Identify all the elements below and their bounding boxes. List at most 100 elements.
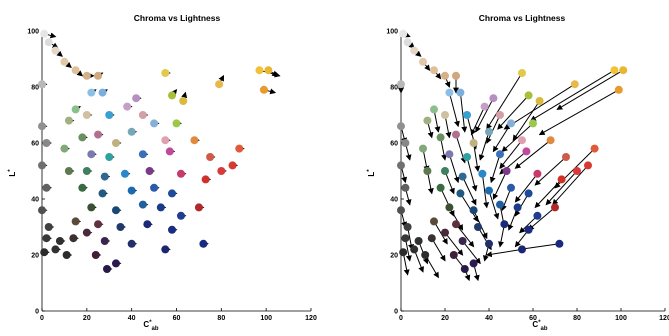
displacement-arrow	[501, 123, 534, 153]
x-tick-label: 100	[260, 315, 272, 322]
data-point	[42, 234, 51, 243]
y-tick-label: 40	[31, 197, 39, 204]
data-point	[40, 29, 49, 38]
data-point	[199, 239, 208, 248]
data-point	[518, 245, 526, 254]
left-chart-axes: 0 20 40 60 80 100 120 0 20 40 60 80 100	[27, 29, 317, 323]
data-point	[91, 251, 100, 259]
data-point	[456, 88, 465, 97]
data-point	[78, 133, 87, 142]
data-point	[489, 94, 498, 103]
y-tick-label: 60	[390, 141, 398, 148]
right-chart-ylabel: L*	[367, 169, 376, 177]
data-point	[194, 203, 203, 212]
data-point	[78, 183, 87, 192]
data-point	[201, 175, 210, 184]
displacement-arrow	[489, 154, 501, 184]
data-point	[138, 111, 147, 119]
data-point	[138, 200, 147, 209]
displacement-arrow	[518, 243, 560, 252]
displacement-arrow	[514, 193, 530, 217]
data-point	[71, 105, 80, 114]
data-point	[206, 153, 215, 161]
data-point	[551, 203, 559, 212]
data-point	[573, 167, 581, 175]
data-point	[518, 69, 526, 77]
y-tick-label: 0	[394, 309, 398, 316]
data-point	[513, 203, 522, 212]
data-point	[123, 102, 132, 111]
data-point	[436, 133, 445, 142]
data-point	[64, 116, 73, 125]
x-tick-label: 60	[529, 315, 537, 322]
data-point	[502, 167, 511, 175]
data-point	[259, 85, 268, 94]
data-point	[168, 225, 177, 234]
data-point	[116, 223, 125, 231]
data-point	[44, 38, 53, 47]
data-point	[179, 97, 188, 105]
displacement-arrow	[433, 221, 448, 245]
data-point	[410, 245, 419, 254]
displacement-arrow	[473, 142, 481, 172]
data-point	[463, 111, 471, 119]
displacement-arrow	[534, 179, 562, 209]
data-point	[98, 189, 107, 198]
data-point	[619, 66, 628, 75]
data-point	[228, 161, 237, 170]
data-point	[445, 203, 454, 212]
data-point	[441, 71, 449, 80]
displacement-arrow	[503, 83, 576, 130]
data-point	[64, 167, 73, 175]
x-tick-label: 0	[399, 315, 403, 322]
data-point	[111, 139, 120, 147]
data-point	[403, 38, 412, 47]
displacement-arrow	[478, 131, 490, 161]
displacement-arrow	[488, 190, 500, 220]
left-chart-ylabel: L*	[8, 169, 17, 177]
data-point	[478, 169, 487, 178]
data-point	[452, 71, 460, 80]
displacement-arrow	[486, 114, 501, 144]
data-point	[458, 172, 467, 181]
x-tick-label: 60	[173, 315, 181, 322]
displacement-arrow	[538, 89, 620, 136]
data-point	[445, 88, 454, 97]
x-tick-label: 40	[128, 315, 136, 322]
data-point	[255, 66, 264, 75]
data-point	[469, 259, 478, 268]
data-point	[38, 80, 46, 89]
data-point	[399, 29, 408, 38]
data-point	[533, 169, 542, 178]
data-point	[419, 144, 427, 153]
data-point	[410, 46, 419, 55]
data-point	[82, 167, 91, 175]
data-point	[127, 186, 136, 195]
data-point	[94, 71, 103, 80]
data-point	[161, 136, 170, 145]
data-point	[430, 66, 438, 75]
data-point	[71, 217, 80, 226]
data-point	[557, 175, 566, 184]
data-point	[518, 136, 526, 145]
displacement-arrow	[475, 97, 494, 133]
data-point	[524, 91, 533, 100]
data-point	[217, 167, 226, 175]
data-point	[496, 150, 504, 159]
data-point	[419, 57, 427, 66]
data-point	[156, 203, 165, 212]
displacement-arrow	[466, 156, 478, 192]
data-point	[458, 237, 467, 245]
data-point	[127, 127, 136, 136]
data-point	[401, 139, 410, 147]
left-chart-xlabel: C*ab	[143, 320, 158, 332]
x-tick-label: 40	[485, 315, 493, 322]
y-tick-label: 60	[31, 141, 39, 148]
data-point	[584, 161, 592, 170]
data-point	[94, 220, 103, 229]
data-point	[500, 220, 509, 229]
data-point	[176, 169, 185, 178]
right-chart-title: Chroma vs Lightness	[479, 13, 566, 23]
data-point	[452, 130, 460, 139]
data-point	[143, 220, 152, 229]
